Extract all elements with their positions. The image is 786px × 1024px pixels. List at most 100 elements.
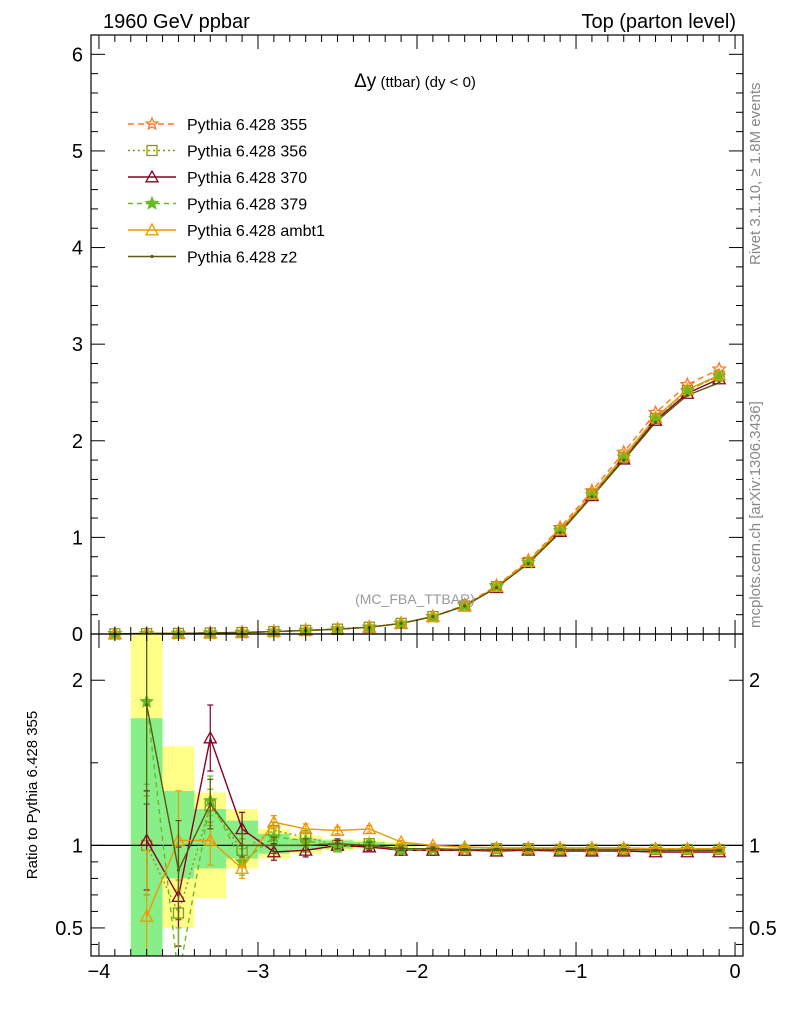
legend-label: Pythia 6.428 ambt1 — [187, 223, 325, 240]
ratio-y-tick-label-right: 1 — [749, 835, 760, 857]
marker-dot — [653, 420, 658, 425]
plot-title-symbol: Δy — [354, 71, 377, 92]
marker-triangle — [144, 222, 160, 236]
marker-triangle — [362, 821, 377, 835]
marker-dot — [622, 458, 626, 462]
marker-dot — [558, 847, 562, 852]
marker-square — [146, 144, 158, 157]
marker-dot — [526, 561, 530, 566]
marker-dot — [494, 847, 499, 852]
marker-dot — [685, 848, 689, 852]
marker-triangle — [425, 609, 441, 623]
marker-dot — [463, 847, 467, 852]
main-y-tick-label: 0 — [72, 624, 83, 646]
marker-dot — [590, 847, 594, 852]
marker-triangle — [234, 861, 250, 874]
marker-dot — [208, 802, 212, 806]
marker-dot — [431, 847, 435, 851]
marker-triangle — [203, 833, 218, 846]
marker-triangle — [616, 840, 631, 854]
process-label: Top (parton level) — [581, 11, 736, 33]
main-y-tick-label: 5 — [72, 141, 83, 163]
marker-triangle — [457, 598, 472, 612]
ratio-y-tick-label-right: 2 — [749, 670, 760, 692]
x-tick-label: −3 — [247, 961, 270, 983]
x-tick-label: −2 — [406, 961, 429, 983]
marker-dot — [526, 847, 530, 852]
marker-triangle — [521, 840, 536, 854]
main-y-tick-label: 3 — [72, 334, 83, 356]
marker-triangle — [298, 842, 313, 856]
marker-dot — [145, 703, 149, 707]
legend-label: Pythia 6.428 379 — [187, 197, 307, 214]
main-y-tick-label: 2 — [72, 431, 83, 453]
marker-star — [173, 971, 184, 982]
main-y-tick-label: 4 — [72, 238, 83, 260]
ratio-y-tick-label-left: 2 — [72, 670, 83, 692]
plot-title-rest: (ttbar) (dy < 0) — [376, 74, 476, 91]
marker-triangle — [139, 909, 154, 922]
marker-dot — [685, 393, 689, 397]
marker-dot — [494, 586, 499, 590]
ratio-panel: 0.5 0.5 1 1 2 2 −4 −3 −2 −1 0 Ratio to Pythia 6.42… — [24, 633, 777, 983]
marker-dot — [717, 381, 721, 385]
marker-dot — [150, 254, 154, 259]
marker-dot — [558, 530, 562, 535]
marker-star — [144, 116, 160, 131]
ratio-y-tick-label-left: 1 — [72, 835, 83, 857]
main-y-tick-label: 1 — [72, 527, 83, 549]
marker-dot — [431, 615, 435, 619]
marker-dot — [463, 604, 467, 608]
main-panel: (MC_FBA_TTBAR) 0 1 2 3 4 5 6 Δy (ttbar) (dy < … — [72, 34, 744, 646]
marker-triangle — [144, 169, 160, 183]
energy-label: 1960 GeV ppbar — [103, 11, 250, 33]
ratio-y-tick-label-left: 0.5 — [55, 918, 83, 940]
marker-triangle — [489, 840, 504, 854]
marker-star — [144, 195, 160, 210]
plot-title: Δy (ttbar) (dy < 0) — [354, 71, 476, 92]
marker-triangle — [712, 367, 727, 381]
marker-dot — [335, 842, 340, 846]
marker-triangle — [330, 823, 345, 836]
marker-star — [680, 382, 695, 397]
marker-dot — [272, 843, 276, 847]
legend-label: Pythia 6.428 355 — [187, 117, 307, 134]
marker-dot — [399, 621, 403, 625]
x-tick-label: −4 — [88, 961, 111, 983]
marker-triangle — [584, 840, 600, 854]
marker-triangle — [553, 522, 568, 536]
marker-dot — [653, 848, 658, 852]
x-tick-label: 0 — [729, 961, 740, 983]
analysis-watermark: (MC_FBA_TTBAR) — [355, 591, 475, 607]
legend: Pythia 6.428 355 Pythia 6.428 356 Pythia 6… — [128, 116, 325, 267]
marker-triangle — [266, 844, 281, 858]
marker-triangle — [457, 839, 472, 853]
ratio-y-tick-label-right: 0.5 — [749, 918, 777, 940]
marker-triangle — [712, 841, 727, 855]
marker-triangle — [203, 730, 218, 744]
marker-triangle — [298, 821, 313, 835]
marker-triangle — [584, 486, 600, 500]
legend-label: Pythia 6.428 z2 — [187, 250, 297, 267]
marker-star — [711, 368, 727, 383]
marker-triangle — [139, 833, 154, 846]
ratio-y-axis-label: Ratio to Pythia 6.428 355 — [24, 711, 41, 879]
marker-dot — [622, 847, 626, 852]
marker-dot — [176, 868, 181, 872]
marker-dot — [717, 848, 721, 852]
rivet-label: Rivet 3.1.10, ≥ 1.8M events — [747, 83, 764, 266]
marker-triangle — [553, 840, 568, 854]
legend-label: Pythia 6.428 370 — [187, 170, 307, 187]
x-tick-label: −1 — [565, 961, 588, 983]
marker-triangle — [266, 814, 281, 828]
main-y-tick-label: 6 — [72, 44, 83, 66]
marker-dot — [304, 843, 308, 847]
legend-label: Pythia 6.428 356 — [187, 144, 307, 161]
marker-dot — [240, 843, 244, 847]
marker-dot — [367, 843, 371, 847]
marker-triangle — [680, 841, 695, 855]
marker-triangle — [489, 579, 504, 593]
marker-triangle — [521, 554, 536, 567]
marker-dot — [590, 495, 594, 499]
